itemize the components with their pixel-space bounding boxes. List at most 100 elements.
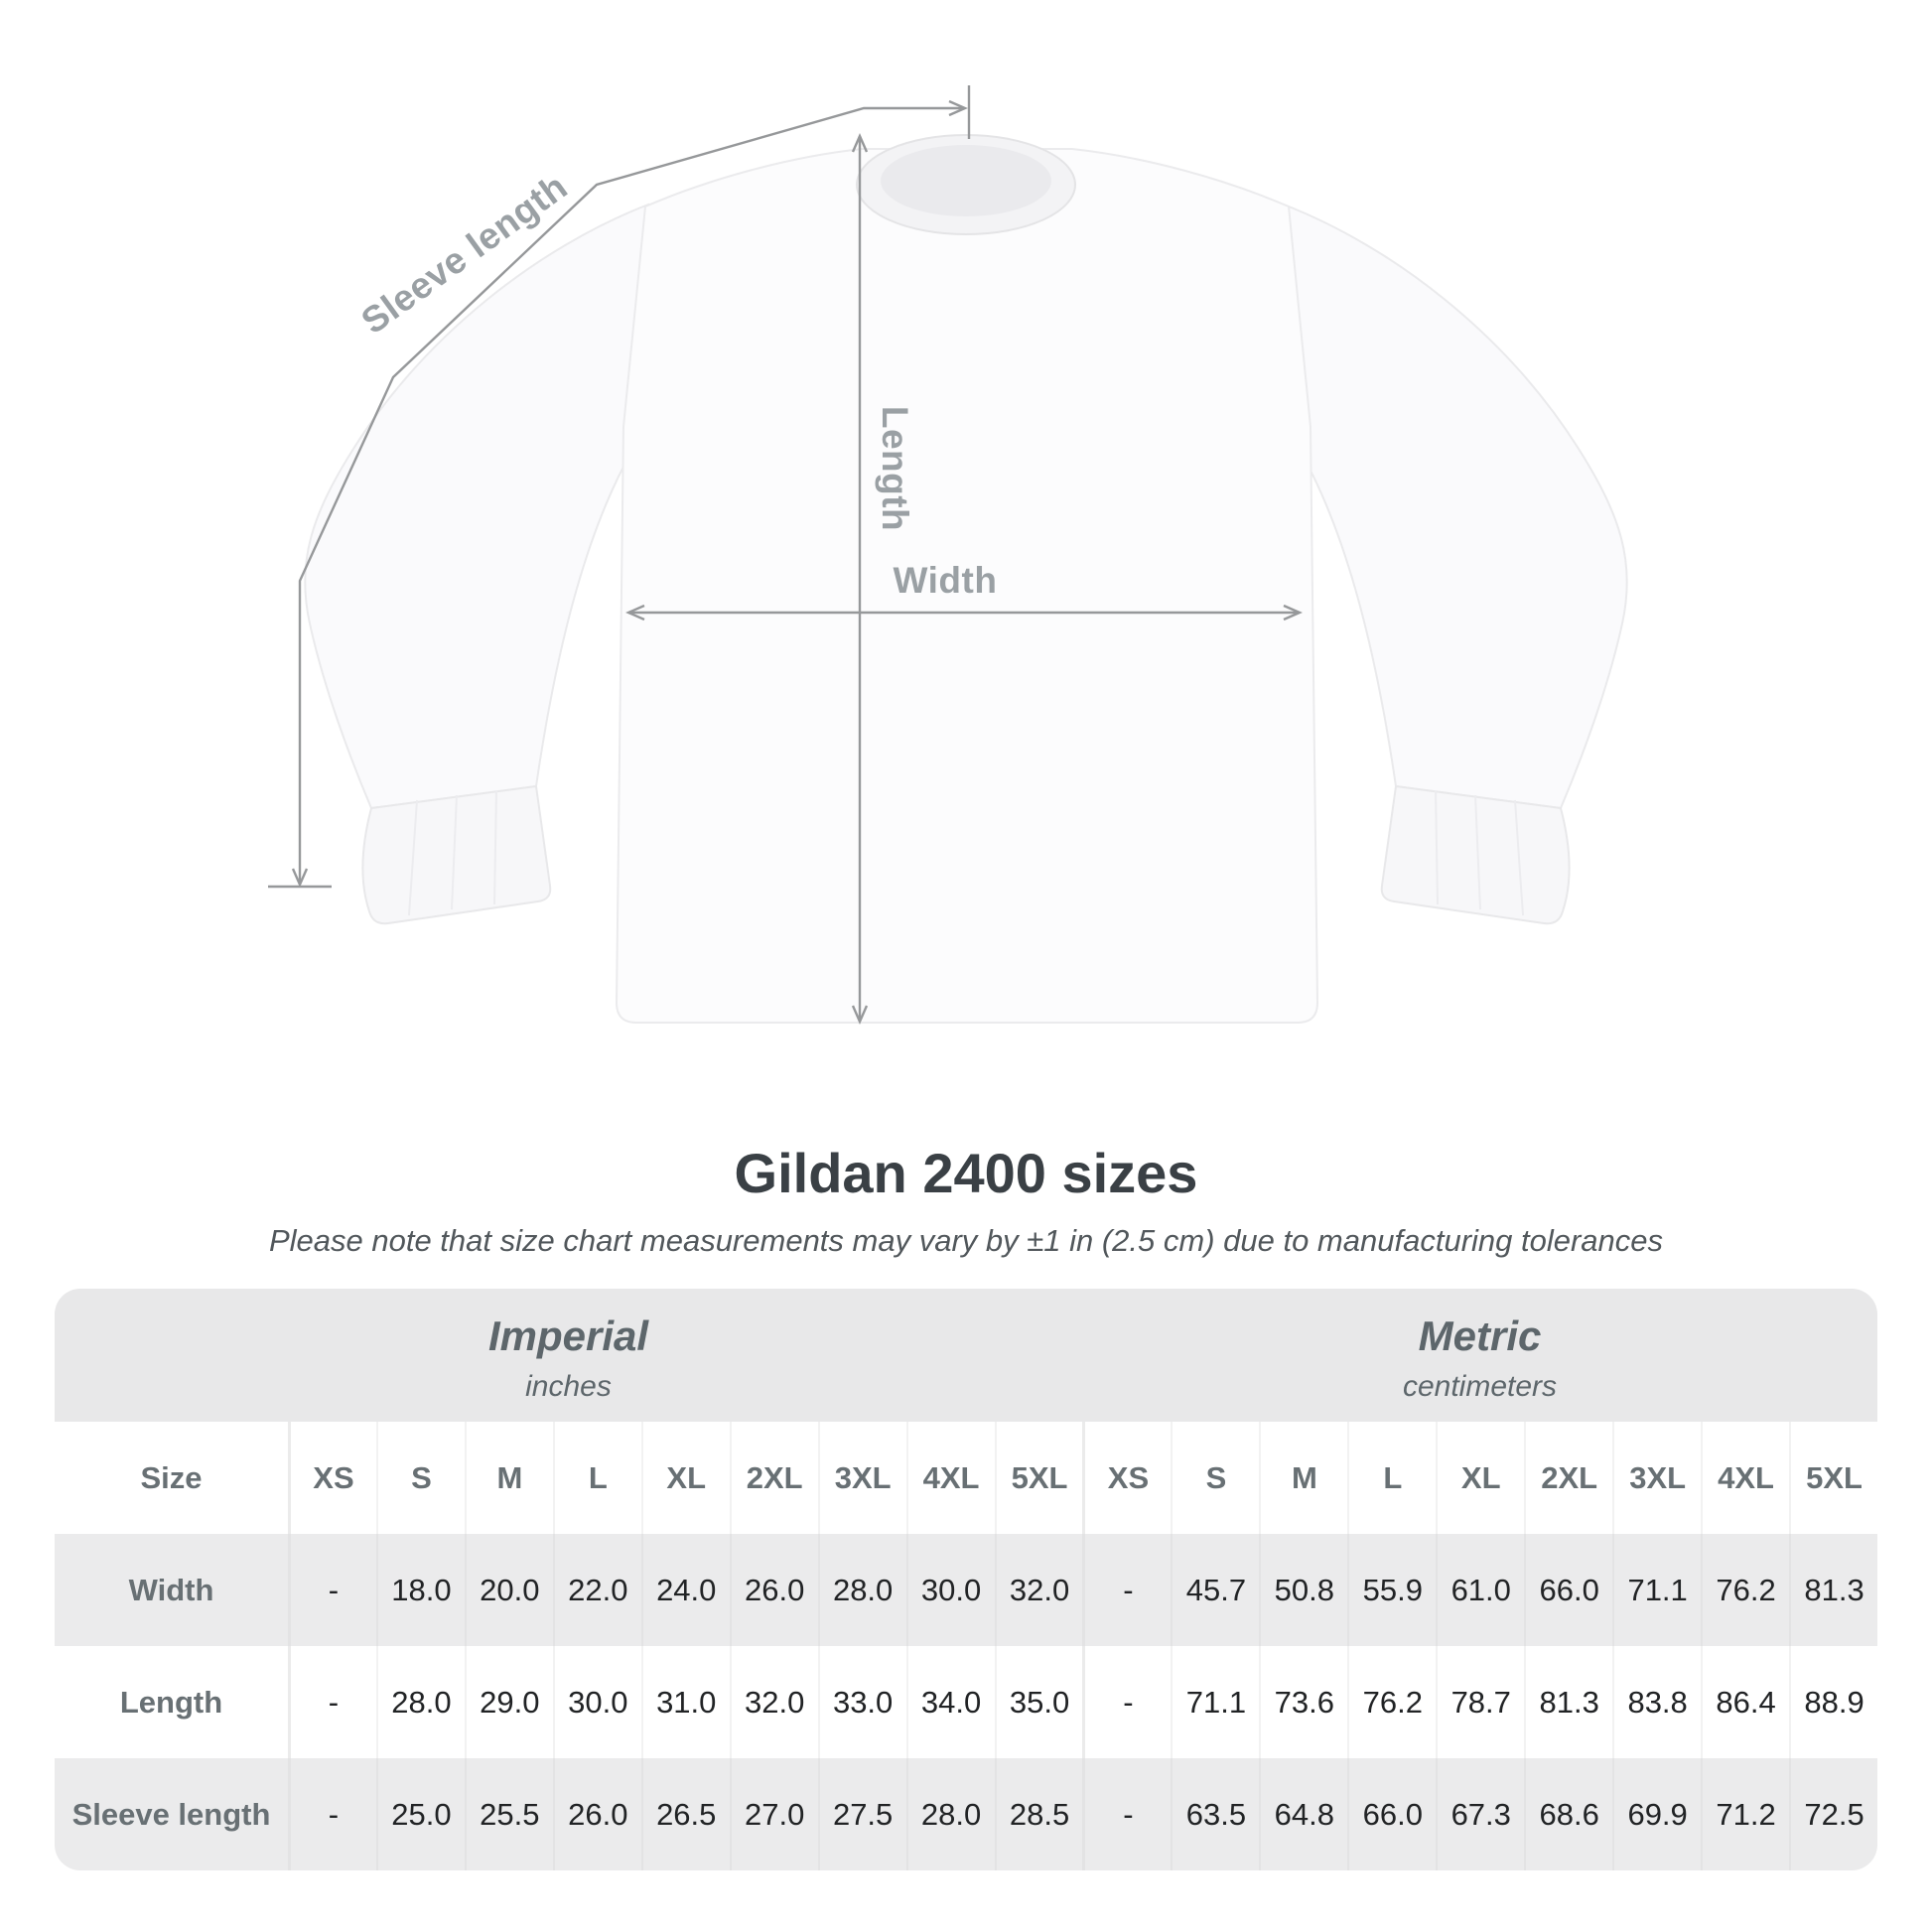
- right-cuff-ribs: [1435, 789, 1524, 916]
- table-cell: -: [1082, 1534, 1171, 1646]
- table-cell: 69.9: [1612, 1758, 1701, 1870]
- size-column-header: 4XL: [905, 1422, 995, 1534]
- measurement-row: Width -18.0 20.0 22.0 24.0 26.0 28.0 30.0 32.0-4…: [55, 1534, 1877, 1646]
- table-cell: 27.0: [730, 1758, 818, 1870]
- shirt-collar-inner: [881, 145, 1051, 216]
- table-cell: 86.4: [1701, 1646, 1789, 1758]
- sleeve-length-measure-line: [291, 99, 968, 888]
- size-chart-grid: Size XS S M L XL 2XL 3XL 4XL 5XL XS S M L XL 2XL 3XL 4XL 5…: [55, 1422, 1877, 1870]
- table-cell: 22.0: [553, 1534, 641, 1646]
- size-column-header: XL: [1436, 1422, 1524, 1534]
- measurement-row: Sleeve length -25.0 25.5 26.0 26.5 27.0 27.5 28…: [55, 1758, 1877, 1870]
- table-cell: -: [288, 1646, 376, 1758]
- table-cell: 28.0: [375, 1646, 465, 1758]
- table-cell: 76.2: [1701, 1534, 1789, 1646]
- table-cell: 68.6: [1524, 1758, 1612, 1870]
- size-column-header: L: [552, 1422, 641, 1534]
- table-cell: 28.0: [818, 1534, 906, 1646]
- table-cell: 66.0: [1524, 1534, 1612, 1646]
- size-column-header: 5XL: [994, 1422, 1083, 1534]
- table-cell: 88.9: [1789, 1646, 1877, 1758]
- table-cell: -: [288, 1534, 376, 1646]
- row-label: Width: [128, 1572, 214, 1607]
- size-column-header: L: [1347, 1422, 1436, 1534]
- table-cell: 71.1: [1171, 1646, 1259, 1758]
- row-label: Length: [119, 1684, 223, 1720]
- table-cell: 26.0: [553, 1758, 641, 1870]
- table-cell: 72.5: [1789, 1758, 1877, 1870]
- table-cell: 83.8: [1612, 1646, 1701, 1758]
- table-cell: 32.0: [995, 1534, 1083, 1646]
- table-cell: 29.0: [464, 1646, 553, 1758]
- table-cell: 73.6: [1259, 1646, 1347, 1758]
- row-label: Sleeve length: [71, 1796, 271, 1832]
- table-cell: 78.7: [1436, 1646, 1524, 1758]
- table-cell: 66.0: [1347, 1758, 1436, 1870]
- table-cell: 33.0: [817, 1646, 906, 1758]
- table-cell: -: [1082, 1646, 1171, 1758]
- table-cell: 30.0: [552, 1646, 641, 1758]
- width-measure-label: Width: [893, 560, 998, 601]
- table-cell: 34.0: [905, 1646, 995, 1758]
- size-column-header: 4XL: [1701, 1422, 1789, 1534]
- table-cell: 28.5: [995, 1758, 1083, 1870]
- size-header-row: Size XS S M L XL 2XL 3XL 4XL 5XL XS S M L XL 2XL 3XL 4XL 5…: [55, 1422, 1877, 1534]
- table-cell: 67.3: [1436, 1758, 1524, 1870]
- size-column-header: 5XL: [1789, 1422, 1877, 1534]
- size-column-header: M: [464, 1422, 553, 1534]
- measurement-row: Length -28.0 29.0 30.0 31.0 32.0 33.0 34.0 35.0-…: [55, 1646, 1877, 1758]
- size-chart-table: Imperial inches Metric centimeters Size X…: [55, 1289, 1877, 1870]
- imperial-label: Imperial: [487, 1312, 649, 1359]
- size-column-header: XS: [1082, 1422, 1171, 1534]
- table-cell: 55.9: [1347, 1534, 1436, 1646]
- shirt-diagram: [268, 85, 1628, 1025]
- table-cell: 76.2: [1347, 1646, 1436, 1758]
- size-column-header: S: [1171, 1422, 1259, 1534]
- size-row-label: Size: [140, 1459, 203, 1495]
- table-cell: 20.0: [465, 1534, 553, 1646]
- table-cell: 18.0: [376, 1534, 465, 1646]
- table-cell: 71.2: [1701, 1758, 1789, 1870]
- size-column-header: 3XL: [1612, 1422, 1701, 1534]
- size-column-header: XL: [640, 1422, 730, 1534]
- table-cell: 61.0: [1436, 1534, 1524, 1646]
- table-cell: 81.3: [1524, 1646, 1612, 1758]
- page-title: Gildan 2400 sizes: [734, 1142, 1198, 1204]
- table-cell: 27.5: [818, 1758, 906, 1870]
- table-cell: 71.1: [1612, 1534, 1701, 1646]
- table-cell: 24.0: [641, 1534, 730, 1646]
- table-cell: 63.5: [1171, 1758, 1259, 1870]
- table-cell: 81.3: [1789, 1534, 1877, 1646]
- table-cell: 26.0: [730, 1534, 818, 1646]
- unit-group-metric: Metric centimeters: [1082, 1289, 1877, 1422]
- table-cell: -: [288, 1758, 376, 1870]
- table-cell: 50.8: [1259, 1534, 1347, 1646]
- shirt-right-cuff: [1380, 784, 1571, 925]
- imperial-sublabel: inches: [525, 1370, 612, 1403]
- size-column-header: XS: [288, 1422, 376, 1534]
- table-cell: 25.5: [465, 1758, 553, 1870]
- table-cell: 30.0: [906, 1534, 995, 1646]
- table-cell: 32.0: [729, 1646, 818, 1758]
- shirt-right-sleeve: [1282, 203, 1628, 810]
- page-subtitle: Please note that size chart measurements…: [268, 1223, 1664, 1258]
- table-cell: 35.0: [994, 1646, 1083, 1758]
- unit-group-imperial: Imperial inches: [55, 1289, 1082, 1422]
- table-cell: -: [1082, 1758, 1171, 1870]
- table-cell: 45.7: [1171, 1534, 1259, 1646]
- size-column-header: 3XL: [817, 1422, 906, 1534]
- table-cell: 64.8: [1259, 1758, 1347, 1870]
- metric-sublabel: centimeters: [1402, 1370, 1558, 1403]
- metric-label: Metric: [1418, 1312, 1542, 1359]
- table-cell: 25.0: [376, 1758, 465, 1870]
- size-column-header: M: [1259, 1422, 1347, 1534]
- table-cell: 28.0: [906, 1758, 995, 1870]
- table-cell: 31.0: [640, 1646, 730, 1758]
- size-column-header: S: [375, 1422, 465, 1534]
- size-column-header: 2XL: [1524, 1422, 1612, 1534]
- shirt-left-sleeve: [304, 203, 650, 810]
- unit-header-band: Imperial inches Metric centimeters: [55, 1289, 1877, 1422]
- size-column-header: 2XL: [729, 1422, 818, 1534]
- length-measure-label: Length: [875, 405, 915, 532]
